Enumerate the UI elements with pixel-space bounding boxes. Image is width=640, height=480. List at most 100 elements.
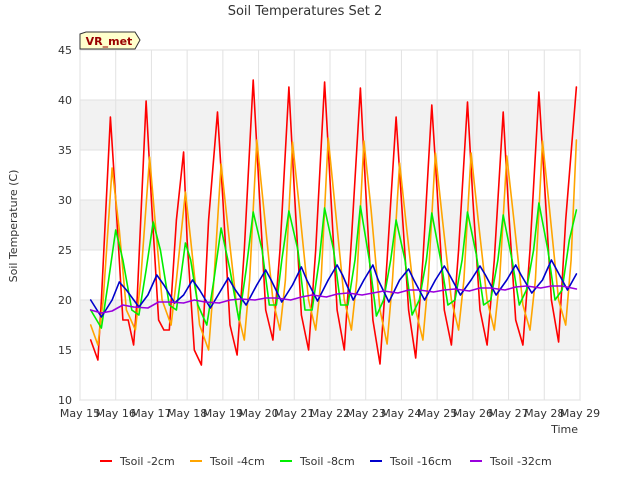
- data-point: [529, 329, 531, 331]
- data-point: [240, 298, 242, 300]
- data-point: [422, 339, 424, 341]
- data-point: [561, 289, 563, 291]
- data-point: [252, 79, 254, 81]
- data-point: [408, 309, 410, 311]
- data-point: [493, 329, 495, 331]
- data-point: [168, 329, 170, 331]
- data-point: [386, 343, 388, 345]
- data-point: [122, 319, 124, 321]
- data-point: [470, 152, 472, 154]
- data-point: [434, 152, 436, 154]
- legend-label: Tsoil -32cm: [489, 455, 552, 468]
- data-point: [347, 292, 349, 294]
- data-point: [193, 299, 195, 301]
- data-point: [334, 209, 336, 211]
- data-point: [365, 189, 367, 191]
- data-point: [479, 265, 481, 267]
- data-point: [327, 279, 329, 281]
- data-point: [359, 87, 361, 89]
- data-point: [511, 259, 513, 261]
- data-point: [547, 249, 549, 251]
- data-point: [318, 259, 320, 261]
- data-point: [470, 279, 472, 281]
- data-point: [227, 229, 229, 231]
- series-line-tsoil-32cm: [89, 285, 578, 314]
- data-point: [515, 264, 517, 266]
- x-tick-label: May 29: [560, 407, 600, 420]
- data-point: [297, 249, 299, 251]
- data-point: [199, 324, 201, 326]
- data-point: [279, 249, 281, 251]
- x-tick-label: May 19: [203, 407, 243, 420]
- data-point: [311, 294, 313, 296]
- data-point: [265, 269, 267, 271]
- data-point: [111, 299, 113, 301]
- data-point: [183, 294, 185, 296]
- data-point: [431, 212, 433, 214]
- data-point: [390, 259, 392, 261]
- data-point: [515, 319, 517, 321]
- data-point: [272, 339, 274, 341]
- data-point: [133, 344, 135, 346]
- data-point: [575, 209, 578, 211]
- station-label: VR_met: [86, 35, 133, 48]
- data-point: [290, 299, 292, 301]
- data-point: [213, 279, 215, 281]
- data-point: [450, 299, 452, 301]
- data-point: [484, 274, 486, 276]
- data-point: [252, 211, 254, 213]
- data-point: [100, 327, 102, 329]
- legend-label: Tsoil -8cm: [299, 455, 355, 468]
- data-point: [175, 279, 177, 281]
- data-point: [554, 299, 556, 301]
- data-point: [175, 219, 177, 221]
- data-point: [272, 299, 274, 301]
- data-point: [258, 179, 260, 181]
- data-point: [502, 111, 504, 113]
- data-point: [347, 304, 349, 306]
- data-point: [90, 299, 92, 301]
- data-point: [333, 249, 335, 251]
- data-point: [404, 259, 406, 261]
- data-point: [191, 279, 194, 281]
- data-point: [406, 229, 408, 231]
- data-point: [149, 156, 151, 158]
- data-point: [541, 279, 544, 281]
- data-point: [183, 302, 185, 304]
- data-point: [531, 292, 533, 294]
- data-point: [566, 289, 569, 291]
- data-point: [97, 359, 99, 361]
- data-point: [315, 329, 317, 331]
- chart-title: Soil Temperatures Set 2: [228, 4, 383, 19]
- data-point: [291, 141, 294, 143]
- data-point: [443, 309, 445, 311]
- data-point: [522, 344, 524, 346]
- x-tick-label: May 28: [524, 407, 564, 420]
- data-point: [122, 304, 124, 306]
- data-point: [352, 299, 354, 301]
- data-point: [109, 116, 111, 118]
- data-point: [459, 294, 461, 296]
- data-point: [443, 289, 445, 291]
- data-point: [497, 259, 499, 261]
- data-point: [200, 364, 202, 366]
- data-point: [490, 299, 492, 301]
- data-point: [270, 279, 272, 281]
- data-point: [90, 339, 92, 341]
- data-point: [184, 191, 186, 193]
- data-point: [359, 205, 361, 207]
- data-point: [170, 324, 172, 326]
- y-axis-ticks: 10 15 20 25 30 35 40 45: [58, 44, 72, 407]
- data-point: [163, 329, 165, 331]
- data-point: [154, 219, 156, 221]
- data-point: [504, 289, 506, 291]
- x-tick-label: May 17: [131, 407, 171, 420]
- data-point: [350, 329, 352, 331]
- data-point: [570, 259, 572, 261]
- data-point: [245, 304, 247, 306]
- data-point: [268, 304, 270, 306]
- data-point: [391, 279, 394, 281]
- data-point: [306, 279, 308, 281]
- y-tick-label: 35: [58, 144, 72, 157]
- x-tick-label: May 26: [453, 407, 493, 420]
